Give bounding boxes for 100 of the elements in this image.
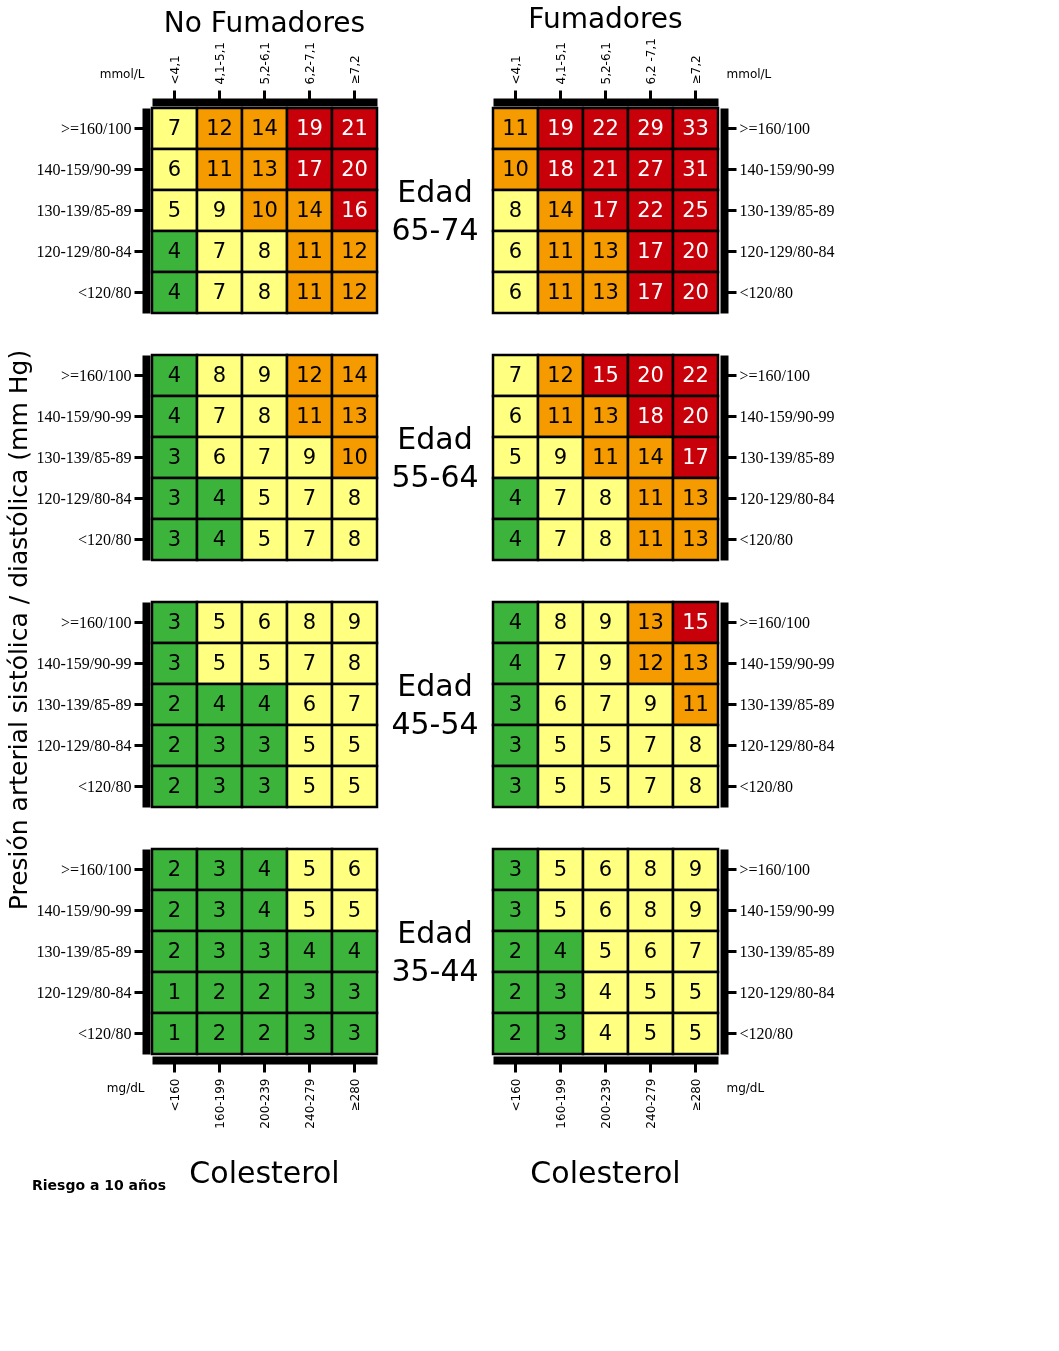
data-label: 14 [341,362,368,387]
data-label: 11 [547,279,574,304]
y-tick-label: <120/80 [78,1024,132,1042]
x-axis-title: mmol/L [726,66,772,81]
x-tick-label: <160 [508,1078,523,1112]
data-label: 6 [643,938,658,963]
data-label: 7 [302,526,317,551]
data-label: 3 [212,856,227,881]
data-label: 5 [257,526,272,551]
data-label: 10 [502,156,529,181]
data-label: 4 [553,938,568,963]
data-label: 13 [592,238,619,263]
data-label: 12 [637,650,664,675]
data-label: 5 [553,897,568,922]
text: Colesterol [530,1155,681,1190]
data-label: 6 [257,609,272,634]
data-label: 6 [598,897,613,922]
data-label: 9 [212,197,227,222]
data-label: 4 [167,238,182,263]
data-label: 14 [251,115,278,140]
data-label: 5 [167,197,182,222]
data-label: 15 [682,609,709,634]
data-label: 2 [257,979,272,1004]
data-label: 1 [167,979,182,1004]
text: Colesterol [189,1155,340,1190]
data-label: 7 [508,362,523,387]
x-tick-label: <4,1 [167,55,182,85]
data-label: 18 [547,156,574,181]
x-tick-label: ≥280 [688,1078,703,1112]
y-tick-label: 130-139/85-89 [36,695,132,713]
data-label: 11 [547,238,574,263]
data-label: 4 [212,691,227,716]
data-label: 5 [643,1020,658,1045]
data-label: 8 [257,403,272,428]
y-tick-label: 120-129/80-84 [739,242,835,260]
y-tick-label: <120/80 [78,530,132,548]
x-tick-label: 6,2 -7,1 [643,38,658,85]
data-label: 8 [553,609,568,634]
y-tick-label: <120/80 [739,283,793,301]
data-label: 12 [341,238,368,263]
y-tick-label: 130-139/85-89 [739,942,835,960]
data-label: 21 [341,115,368,140]
data-label: 20 [341,156,368,181]
data-label: 5 [347,773,362,798]
data-label: 3 [302,1020,317,1045]
y-tick-label: 120-129/80-84 [739,983,835,1001]
data-label: 3 [257,938,272,963]
data-label: 4 [257,691,272,716]
data-label: 5 [212,609,227,634]
data-label: 18 [637,403,664,428]
data-label: 31 [682,156,709,181]
data-label: 7 [688,938,703,963]
x-tick-label: <160 [167,1078,182,1112]
data-label: 7 [302,485,317,510]
y-tick-label: 140-159/90-99 [739,160,835,178]
data-label: 3 [508,691,523,716]
x-tick-label: 160-199 [553,1078,568,1129]
data-label: 15 [592,362,619,387]
y-tick-label: 120-129/80-84 [36,983,132,1001]
data-label: 3 [167,444,182,469]
data-label: 8 [598,485,613,510]
data-label: 7 [167,115,182,140]
data-label: 4 [508,526,523,551]
data-label: 3 [553,1020,568,1045]
data-label: 3 [257,732,272,757]
x-tick-label: 200-239 [598,1078,613,1129]
x-tick-label: ≥7,2 [347,55,362,85]
x-axis-title: mg/dL [726,1080,765,1095]
data-label: 7 [212,238,227,263]
text: Edad 45-54 [391,667,479,741]
data-label: 8 [347,485,362,510]
data-label: 7 [257,444,272,469]
data-label: 4 [212,526,227,551]
data-label: 2 [212,979,227,1004]
data-label: 12 [296,362,323,387]
y-tick-label: 140-159/90-99 [739,407,835,425]
data-label: 3 [167,609,182,634]
data-label: 5 [598,732,613,757]
data-label: 22 [637,197,664,222]
data-label: 11 [547,403,574,428]
data-label: 5 [302,856,317,881]
y-tick-label: 130-139/85-89 [739,695,835,713]
data-label: 11 [296,238,323,263]
data-label: 5 [302,732,317,757]
data-label: 9 [302,444,317,469]
data-label: 8 [643,856,658,881]
x-tick-label: ≥280 [347,1078,362,1112]
data-label: 3 [212,773,227,798]
y-tick-label: 140-159/90-99 [739,901,835,919]
data-label: 5 [553,732,568,757]
data-label: 13 [637,609,664,634]
data-label: 3 [167,650,182,675]
data-label: 13 [682,526,709,551]
data-label: 6 [553,691,568,716]
data-label: 10 [251,197,278,222]
data-label: 7 [553,526,568,551]
chart-title: Fumadores [528,1,683,35]
data-label: 8 [508,197,523,222]
data-label: 14 [547,197,574,222]
data-label: 20 [682,238,709,263]
